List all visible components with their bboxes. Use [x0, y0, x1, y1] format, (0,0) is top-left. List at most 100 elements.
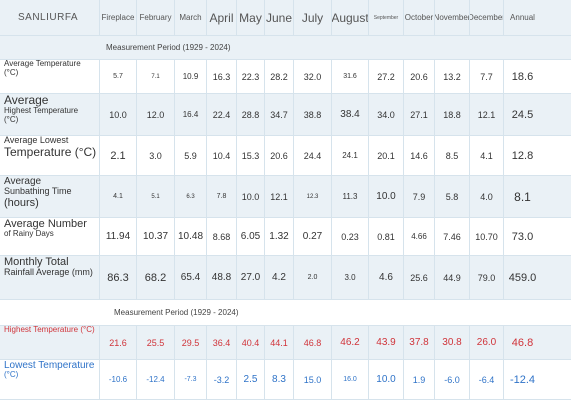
value-cell: 68.2 [137, 256, 175, 299]
measurement-period-1: Measurement Period (1929 - 2024) [0, 36, 571, 60]
value-cell: 8.1 [514, 189, 531, 204]
row-label-line: Monthly Total [4, 256, 69, 268]
value-cell: 4.2 [265, 256, 294, 299]
value-cell: 0.27 [294, 218, 332, 255]
value-cell: 8.3 [265, 360, 294, 399]
column-header-december: December [470, 0, 504, 35]
value-cell: 7.1 [137, 60, 175, 93]
value-cell: 11.94 [100, 218, 137, 255]
row-label: Highest Temperature (°C) [0, 326, 100, 359]
column-header-fireplace: Fireplace [100, 0, 137, 35]
row-label-line: Average [4, 94, 49, 107]
value-cell: 10.70 [470, 218, 504, 255]
value-cell: 18.6 [511, 70, 534, 83]
row-label: Average Highest Temperature (°C) [0, 94, 100, 135]
value-cell: 2.5 [237, 360, 265, 399]
value-cell: 44.1 [265, 326, 294, 359]
value-cell: 6.3 [175, 176, 207, 217]
value-cell: 10.37 [137, 218, 175, 255]
value-cell: 32.0 [294, 60, 332, 93]
value-cell: 46.8 [294, 326, 332, 359]
column-header-june: June [265, 0, 294, 35]
column-header-july: July [294, 0, 332, 35]
value-cell: 8.5 [435, 136, 470, 175]
value-cell: 10.0 [100, 94, 137, 135]
column-header-september: September [369, 0, 404, 35]
column-header-november: November [435, 0, 470, 35]
value-cell: 20.1 [369, 136, 404, 175]
value-cell: 12.1 [265, 176, 294, 217]
value-cell: 12.3 [294, 176, 332, 217]
row-label-line: (hours) [4, 196, 39, 209]
value-cell: 44.9 [435, 256, 470, 299]
column-header-may: May [237, 0, 265, 35]
row-label-line: Sunbathing Time [4, 186, 72, 196]
column-header-february: February [137, 0, 175, 35]
value-cell: 4.66 [404, 218, 435, 255]
row-avg-temp: Average Temperature (°C) 5.7 7.1 10.9 16.3 22.… [0, 60, 571, 94]
column-header-annual: Annual [510, 13, 535, 22]
row-label-line: Average Lowest [4, 136, 69, 145]
value-cell: 25.6 [404, 256, 435, 299]
value-cell: 43.9 [369, 326, 404, 359]
value-cell: 10.9 [175, 60, 207, 93]
value-cell: 5.9 [175, 136, 207, 175]
value-cell: 3.0 [137, 136, 175, 175]
value-cell: 4.1 [100, 176, 137, 217]
value-cell: 459.0 [508, 271, 537, 284]
value-cell: 26.0 [470, 326, 504, 359]
row-label: Average Temperature (°C) [0, 60, 100, 93]
value-cell: 20.6 [265, 136, 294, 175]
value-cell: 46.2 [332, 326, 369, 359]
row-rainy-days: Average Number of Rainy Days 11.94 10.37 10.… [0, 218, 571, 256]
value-cell: 25.5 [137, 326, 175, 359]
value-cell: 15.3 [237, 136, 265, 175]
value-cell: 22.3 [237, 60, 265, 93]
value-cell: 1.32 [265, 218, 294, 255]
value-cell: -7.3 [175, 360, 207, 399]
row-lowest: Lowest Temperature (°C) -10.6 -12.4 -7.3 -3.2… [0, 360, 571, 400]
value-cell: 4.0 [470, 176, 504, 217]
value-cell: 10.0 [237, 176, 265, 217]
value-cell: 86.3 [100, 256, 137, 299]
value-cell: 3.0 [332, 256, 369, 299]
row-rainfall: Monthly Total Rainfall Average (mm) 86.3 68… [0, 256, 571, 300]
value-cell: -10.6 [100, 360, 137, 399]
measurement-period-2: Measurement Period (1929 - 2024) [0, 300, 571, 326]
value-cell: 15.0 [294, 360, 332, 399]
value-cell: -12.4 [137, 360, 175, 399]
value-cell: 8.68 [207, 218, 237, 255]
value-cell: 10.0 [369, 176, 404, 217]
value-cell: 38.4 [332, 94, 369, 135]
value-cell: 73.0 [511, 230, 534, 243]
row-label-line: (°C) [4, 67, 19, 77]
column-header-april: April [207, 0, 237, 35]
row-label-line: Highest Temperature [4, 106, 79, 116]
value-cell: 4.6 [369, 256, 404, 299]
value-cell: 24.4 [294, 136, 332, 175]
row-label-line: Highest Temperature (°C) [4, 326, 95, 334]
column-header-august: August [332, 0, 369, 35]
value-cell: 10.0 [369, 360, 404, 399]
value-cell: 7.9 [404, 176, 435, 217]
row-label-line: (°C) [4, 370, 19, 379]
value-cell: 20.6 [404, 60, 435, 93]
row-label: Average Number of Rainy Days [0, 218, 100, 255]
value-cell: 7.46 [435, 218, 470, 255]
row-label: Average Lowest Temperature (°C) [0, 136, 100, 175]
value-cell: 79.0 [470, 256, 504, 299]
value-cell: 2.1 [100, 136, 137, 175]
value-cell: 24.1 [332, 136, 369, 175]
value-cell: 14.6 [404, 136, 435, 175]
value-cell: 12.0 [137, 94, 175, 135]
value-cell: 21.6 [100, 326, 137, 359]
value-cell: 12.1 [470, 94, 504, 135]
value-cell: 28.2 [265, 60, 294, 93]
value-cell: 65.4 [175, 256, 207, 299]
row-label-line: (°C) [4, 114, 19, 124]
row-label-line: Average [4, 176, 42, 187]
value-cell: -6.0 [435, 360, 470, 399]
value-cell: 46.8 [511, 336, 534, 349]
value-cell: 34.0 [369, 94, 404, 135]
value-cell: -6.4 [470, 360, 504, 399]
